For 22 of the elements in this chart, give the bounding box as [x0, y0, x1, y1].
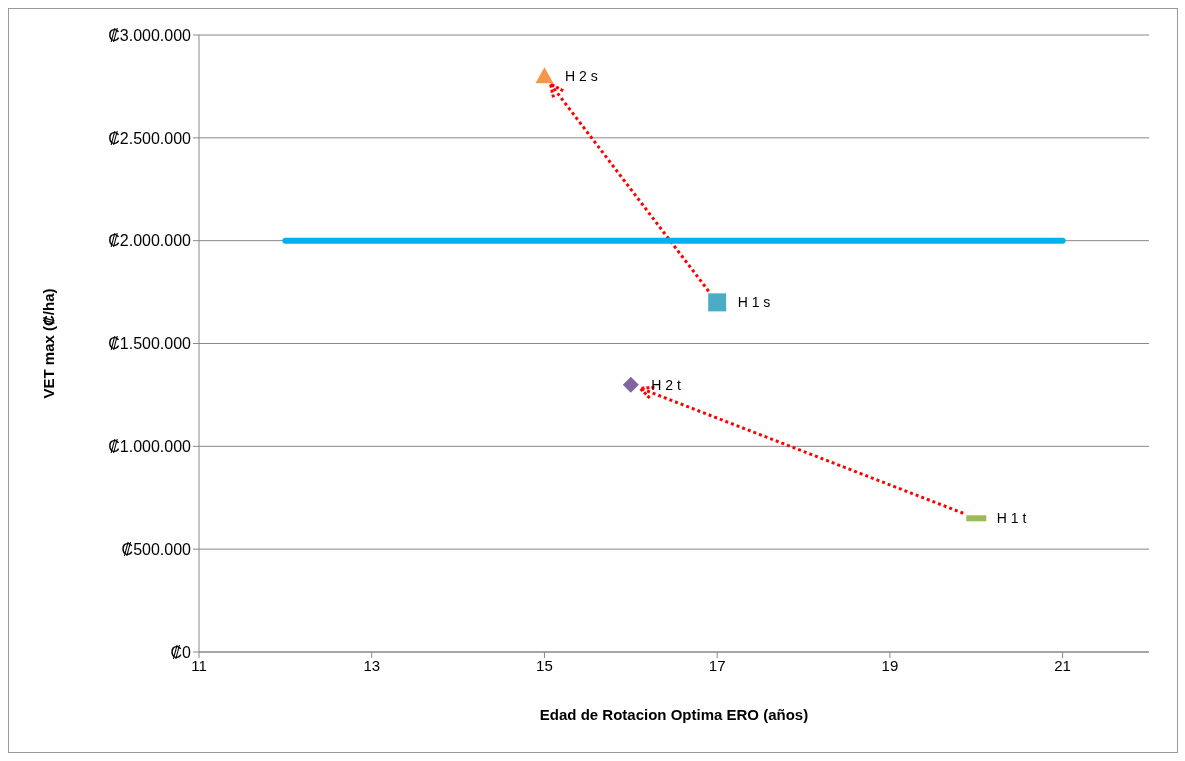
x-tick-label: 19 — [881, 656, 899, 674]
point — [535, 67, 554, 84]
y-tick-label: ₡1.500.000 — [108, 335, 192, 353]
x-tick-label: 17 — [708, 656, 726, 674]
y-axis-title: VET max (₡/ha) — [40, 288, 58, 399]
x-tick-label: 21 — [1054, 656, 1071, 674]
point — [622, 376, 639, 393]
point — [708, 293, 727, 312]
x-tick-label: 15 — [536, 656, 553, 674]
series-label: H 1 s — [737, 294, 771, 311]
y-tick-label: ₡3.000.000 — [108, 26, 192, 44]
series-label: H 2 s — [564, 68, 598, 85]
y-tick-label: ₡0 — [170, 643, 192, 661]
y-tick-label: ₡2.500.000 — [108, 129, 192, 147]
x-tick-label: 11 — [191, 656, 207, 674]
y-tick-label: ₡1.000.000 — [108, 438, 192, 456]
series-label: H 1 t — [996, 510, 1027, 527]
y-tick-label: ₡2.000.000 — [108, 232, 192, 250]
y-tick-label: ₡500.000 — [121, 540, 192, 558]
series-label: H 2 t — [651, 376, 682, 393]
x-tick-label: 13 — [363, 656, 381, 674]
x-axis-title: Edad de Rotacion Optima ERO (años) — [539, 706, 809, 723]
